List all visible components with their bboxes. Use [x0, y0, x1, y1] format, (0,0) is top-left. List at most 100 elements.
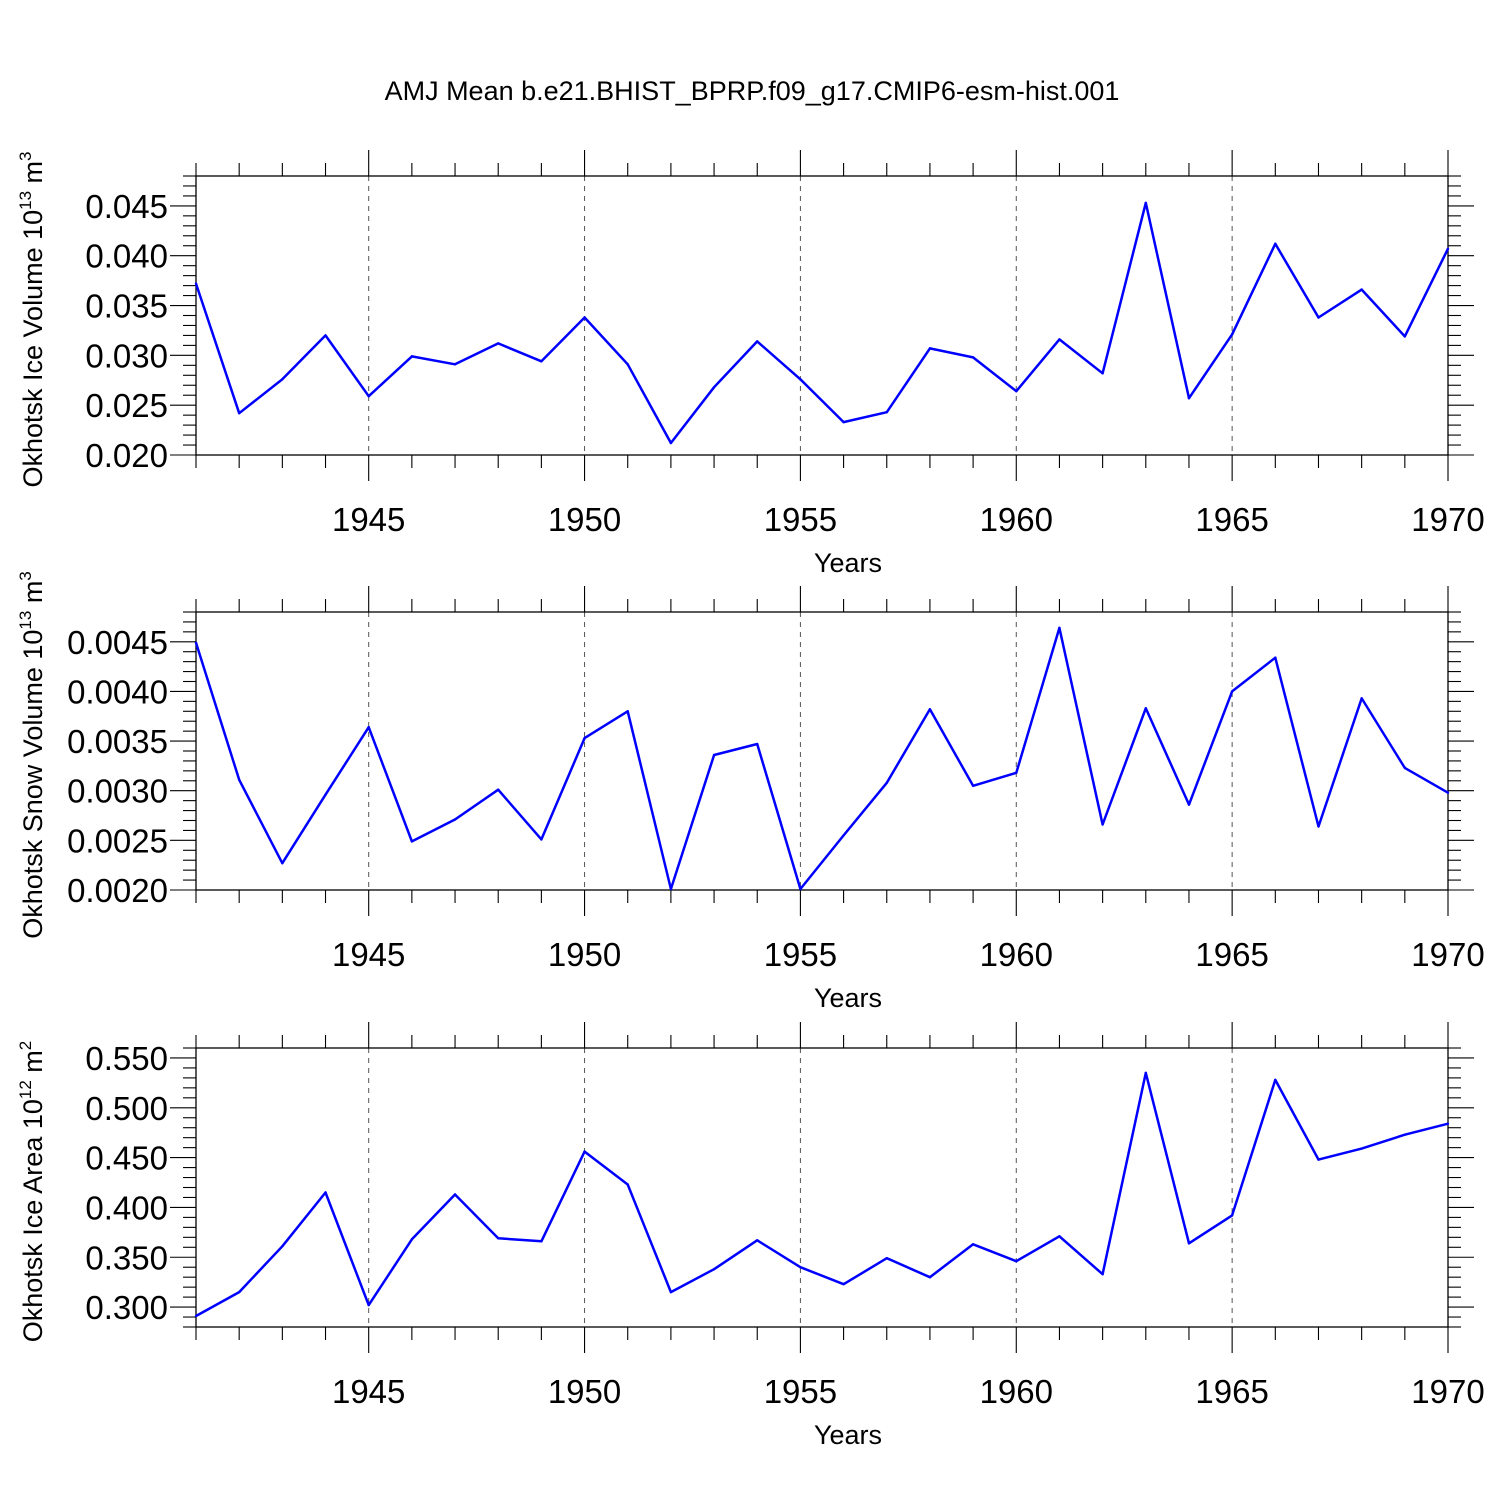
panel-2-data-point-1948 — [497, 788, 500, 791]
panel-2-data-point-1965 — [1230, 690, 1234, 693]
panel-2: 0.0020 0.0025 0.0030 0.0035 0.0040 0.0045 1945… — [16, 571, 1485, 1013]
panel-3-data-point-1944 — [324, 1191, 327, 1194]
panel-1-data-point-1962 — [1101, 372, 1104, 375]
panel-1-data-point-1942 — [237, 411, 241, 415]
panel-2-ytick-label: 0.0040 — [67, 673, 168, 710]
panel-2-xtick-label: 1970 — [1411, 936, 1484, 973]
panel-3-data-point-1948 — [497, 1237, 500, 1240]
panel-2-data-point-1949 — [540, 838, 543, 841]
panel-3-ytick-label: 0.500 — [85, 1090, 168, 1127]
panel-1-data-point-1963 — [1144, 201, 1147, 205]
panel-1-data-point-1946 — [410, 355, 414, 358]
panel-3-data-point-1960 — [1015, 1260, 1018, 1263]
figure-title: AMJ Mean b.e21.BHIST_BPRP.f09_g17.CMIP6-… — [385, 76, 1120, 106]
panel-1-data-point-1953 — [712, 386, 716, 389]
panel-2-data-point-1950 — [583, 736, 586, 740]
panel-3-xtick-label: 1950 — [548, 1373, 621, 1410]
panel-3-data-point-1967 — [1317, 1158, 1320, 1161]
panel-2-x-axis-label: Years — [814, 983, 882, 1013]
panel-1-data-point-1954 — [756, 340, 759, 343]
panel-2-data-point-1964 — [1187, 803, 1191, 806]
panel-1-data-point-1961 — [1058, 338, 1061, 341]
panel-3-data-point-1964 — [1187, 1242, 1191, 1245]
panel-3-data-point-1947 — [453, 1193, 457, 1196]
panel-2-xtick-label: 1965 — [1195, 936, 1268, 973]
panel-2-data-point-1958 — [928, 708, 932, 711]
panel-2-ytick-label: 0.0020 — [67, 872, 168, 909]
panel-2-data-point-1957 — [885, 781, 888, 784]
panel-2-xtick-label: 1960 — [980, 936, 1053, 973]
panel-1-data-point-1960 — [1015, 390, 1018, 393]
panel-3-data-point-1962 — [1101, 1272, 1104, 1276]
panel-1-data-point-1945 — [367, 395, 370, 398]
panel-2-data-point-1967 — [1317, 825, 1320, 828]
panel-1-data-point-1951 — [626, 363, 629, 366]
panel-2-data-point-1970 — [1446, 791, 1450, 794]
panel-2-xtick-label: 1950 — [548, 936, 621, 973]
panel-2-data-point-1952 — [669, 887, 673, 891]
panel-3-data-point-1955 — [799, 1266, 802, 1269]
panel-1-data-point-1966 — [1274, 242, 1277, 245]
panel-3-data-point-1968 — [1360, 1147, 1363, 1150]
panel-1-data-point-1944 — [324, 334, 327, 337]
panel-3-data-point-1961 — [1058, 1235, 1061, 1238]
panel-2-ytick-label: 0.0025 — [67, 822, 168, 859]
panel-1-ytick-label: 0.025 — [85, 387, 168, 424]
panel-2-xtick-label: 1945 — [332, 936, 405, 973]
panel-3-ytick-label: 0.450 — [85, 1140, 168, 1177]
panel-1-series-line — [194, 201, 1450, 445]
panel-3-data-point-1945 — [367, 1303, 370, 1307]
panel-3-data-point-1965 — [1230, 1214, 1234, 1217]
panel-3-data-point-1953 — [712, 1268, 716, 1271]
panel-3-ytick-label: 0.400 — [85, 1189, 168, 1226]
panel-2-data-point-1954 — [756, 742, 759, 746]
panel-1-xtick-label: 1970 — [1411, 501, 1484, 538]
panel-3-data-point-1952 — [669, 1290, 673, 1294]
panel-1-data-point-1943 — [281, 378, 284, 381]
panel-3-data-point-1949 — [540, 1240, 543, 1243]
panel-3-data-point-1966 — [1274, 1078, 1277, 1082]
panel-2-data-point-1951 — [626, 710, 629, 713]
panel-3-data-point-1957 — [885, 1257, 888, 1260]
panel-2-series-line — [194, 626, 1449, 891]
panel-3-xtick-label: 1965 — [1195, 1373, 1268, 1410]
panel-3-xtick-label: 1945 — [332, 1373, 405, 1410]
panel-1-xtick-label: 1965 — [1195, 501, 1268, 538]
panel-1-data-point-1947 — [453, 363, 457, 366]
panel-2-data-point-1944 — [324, 793, 327, 796]
panel-3-data-point-1970 — [1446, 1122, 1450, 1125]
panel-3: 0.300 0.350 0.400 0.450 0.500 0.550 1945 1950 19… — [16, 1022, 1485, 1450]
panel-1-data-point-1955 — [799, 378, 802, 381]
panel-1-ytick-label: 0.045 — [85, 188, 168, 225]
panel-1-data-point-1965 — [1230, 333, 1234, 336]
panel-3-frame — [195, 1047, 1449, 1328]
panel-1-data-point-1967 — [1317, 316, 1320, 319]
panel-3-xtick-label: 1970 — [1411, 1373, 1484, 1410]
panel-1-data-point-1969 — [1403, 335, 1407, 338]
panel-1-data-point-1958 — [928, 347, 932, 350]
panel-2-y-axis-label: Okhotsk Snow Volume 1013 m3 — [16, 571, 48, 939]
panel-3-data-point-1943 — [281, 1245, 284, 1248]
panel-2-ytick-label: 0.0035 — [67, 723, 168, 760]
panel-3-data-point-1950 — [583, 1150, 586, 1153]
panel-3-y-axis-label: Okhotsk Ice Area 1012 m2 — [16, 1041, 48, 1343]
panel-3-data-point-1963 — [1144, 1071, 1147, 1075]
panel-1-data-point-1952 — [669, 441, 673, 445]
panel-3-data-point-1941 — [194, 1314, 198, 1318]
panel-1-xtick-label: 1960 — [980, 501, 1053, 538]
panel-1-y-axis-label: Okhotsk Ice Volume 1013 m3 — [16, 151, 48, 487]
panel-2-xtick-label: 1955 — [764, 936, 837, 973]
panel-3-data-point-1956 — [842, 1282, 845, 1286]
panel-3-data-point-1958 — [928, 1275, 932, 1279]
panel-1-ytick-label: 0.020 — [85, 437, 168, 474]
panel-2-data-point-1946 — [410, 840, 414, 843]
panel-2-data-point-1947 — [453, 818, 457, 821]
panel-2-data-point-1962 — [1101, 823, 1104, 826]
panel-1: 0.020 0.025 0.030 0.035 0.040 0.045 1945 1950 19… — [16, 150, 1485, 578]
panel-1-data-point-1957 — [885, 410, 888, 414]
panel-1-data-point-1941 — [194, 282, 198, 285]
panel-1-ytick-label: 0.040 — [85, 238, 168, 275]
panel-1-data-point-1968 — [1360, 288, 1363, 291]
panel-1-data-point-1970 — [1446, 247, 1450, 250]
